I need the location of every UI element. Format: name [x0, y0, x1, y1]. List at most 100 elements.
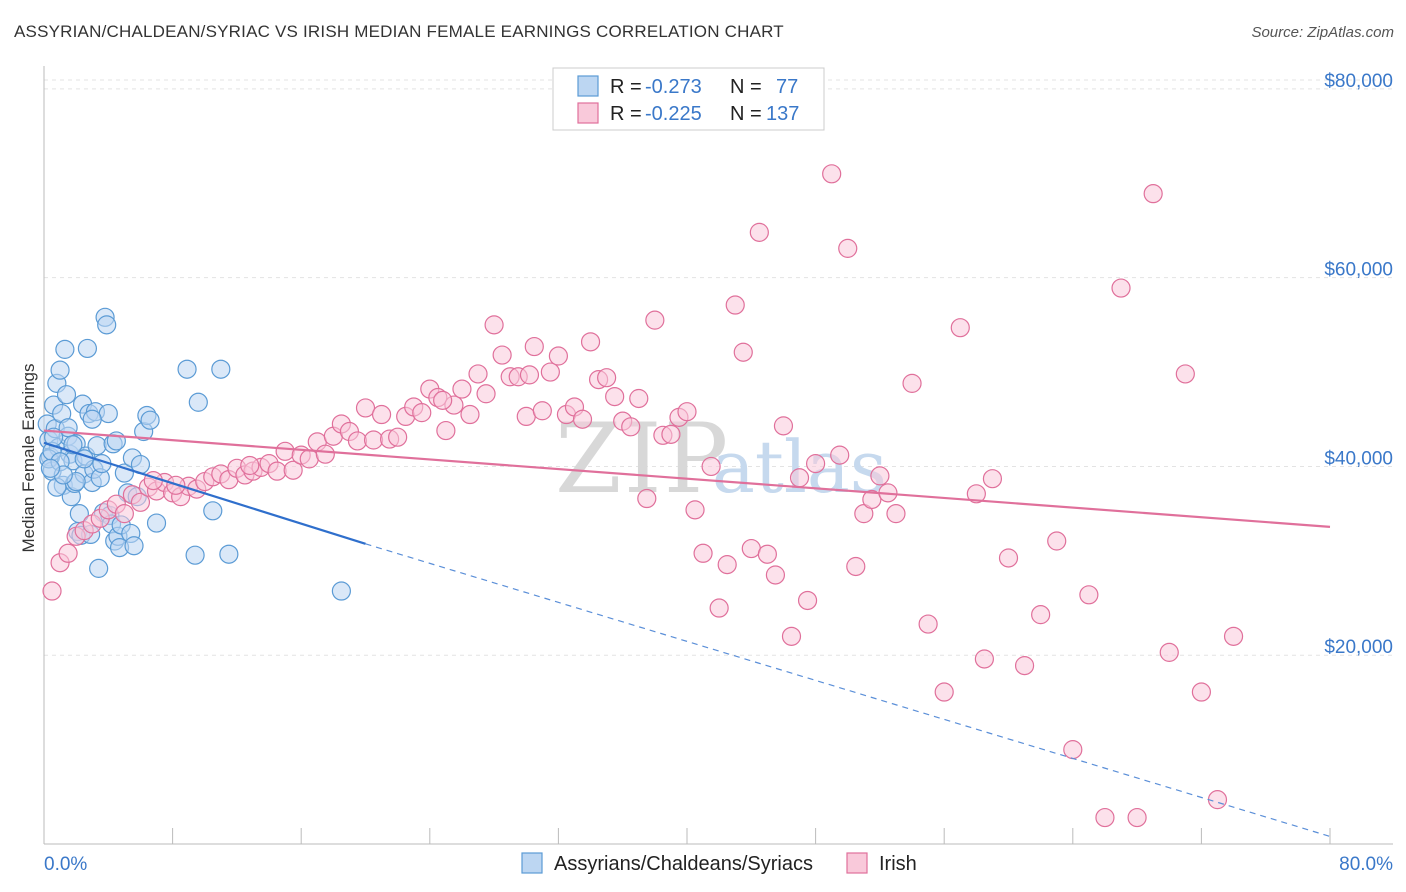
irish-point-89	[757, 544, 777, 564]
irish-point-43	[388, 427, 408, 447]
series-legend: Assyrians/Chaldeans/Syriacs Irish	[521, 852, 917, 875]
irish-point-91	[773, 416, 794, 436]
irish-point-102	[870, 466, 890, 486]
irish-point-124	[1191, 682, 1212, 702]
assyrians-point-75	[63, 435, 83, 455]
irish-point-110	[974, 649, 994, 669]
irish-point-131	[519, 365, 540, 385]
assyrians-point-76	[40, 458, 61, 478]
irish-point-115	[1047, 531, 1067, 551]
assyrians-point-25	[77, 338, 98, 359]
chart-title: ASSYRIAN/CHALDEAN/SYRIAC VS IRISH MEDIAN…	[14, 22, 784, 41]
legend-bottom-swatch-blue	[521, 852, 543, 874]
irish-point-66	[572, 409, 593, 429]
assyrians-point-59	[185, 545, 205, 565]
y-tick-label-1: $40,000	[1324, 448, 1393, 469]
assyrians-point-12	[56, 385, 77, 405]
assyrians-point-63	[219, 544, 239, 564]
stats-legend: R = -0.273 N = 77 R = -0.225 N = 137	[552, 67, 825, 131]
irish-point-40	[363, 430, 384, 450]
assyrians-point-37	[97, 315, 117, 335]
trend-line-assyrians	[43, 441, 366, 545]
irish-point-104	[886, 504, 906, 524]
irish-point-101	[862, 489, 882, 510]
legend-bottom-label-assyrians: Assyrians/Chaldeans/Syriacs	[554, 853, 813, 875]
irish-point-116	[1063, 740, 1083, 760]
irish-point-2	[58, 543, 78, 563]
legend-n-label-1: N =	[730, 76, 762, 98]
legend-n-value-2: 137	[766, 103, 799, 125]
irish-point-55	[484, 315, 504, 335]
irish-point-93	[789, 468, 810, 488]
irish-point-123	[1175, 364, 1195, 384]
assyrians-point-38	[98, 403, 118, 424]
irish-point-54	[476, 384, 496, 404]
irish-point-119	[1111, 278, 1131, 298]
irish-point-111	[982, 469, 1003, 489]
irish-point-80	[685, 500, 705, 520]
irish-point-129	[240, 455, 260, 476]
legend-n-value-1: 77	[776, 76, 798, 98]
irish-point-59	[516, 406, 536, 427]
legend-r-value-2: -0.225	[645, 103, 702, 125]
irish-point-79	[677, 402, 697, 422]
legend-bottom-swatch-pink	[846, 852, 868, 874]
assyrians-point-62	[211, 359, 231, 379]
trend-line-irish	[43, 429, 1331, 528]
irish-point-41	[371, 404, 392, 425]
assyrians-point-57	[146, 513, 167, 533]
trend-line-assyrians-extension	[365, 543, 1331, 838]
legend-r-value-1: -0.273	[645, 76, 702, 98]
assyrians-point-11	[55, 339, 75, 359]
irish-point-28	[267, 461, 287, 481]
irish-point-51	[452, 379, 472, 399]
y-tick-label-2: $60,000	[1324, 260, 1393, 281]
trend-lines	[43, 429, 1331, 838]
legend-swatch-pink	[577, 102, 599, 124]
irish-point-75	[645, 310, 665, 330]
y-axis-label: Median Female Earnings	[19, 364, 38, 553]
irish-point-86	[733, 342, 753, 362]
irish-point-122	[1159, 642, 1179, 662]
source-label: Source: ZipAtlas.com	[1251, 24, 1394, 41]
irish-point-34	[315, 444, 335, 464]
legend-r-label-2: R =	[610, 103, 642, 125]
y-tick-labels: $20,000 $40,000 $60,000 $80,000	[1324, 71, 1393, 658]
irish-point-94	[797, 590, 818, 611]
y-tick-label-0: $20,000	[1324, 637, 1393, 658]
irish-point-0	[42, 581, 62, 601]
irish-point-97	[830, 445, 850, 465]
assyrians-point-64	[331, 581, 351, 601]
irish-point-56	[492, 345, 512, 365]
irish-point-72	[621, 417, 641, 437]
irish-point-126	[1223, 626, 1244, 646]
irish-point-95	[805, 454, 826, 474]
x-tick-right: 80.0%	[1339, 854, 1393, 875]
irish-point-90	[765, 565, 786, 585]
irish-point-112	[998, 548, 1019, 568]
irish-point-88	[749, 222, 769, 242]
legend-r-label-1: R =	[610, 76, 642, 98]
irish-point-67	[580, 332, 601, 352]
irish-point-106	[918, 614, 938, 634]
irish-point-77	[661, 424, 681, 444]
irish-point-73	[629, 388, 649, 409]
watermark-atlas: atlas	[712, 425, 887, 509]
irish-point-98	[838, 238, 858, 258]
irish-point-109	[966, 484, 986, 504]
assyrians-point-8	[50, 360, 70, 380]
irish-point-125	[1207, 790, 1228, 810]
irish-point-60	[524, 336, 544, 357]
irish-point-70	[605, 386, 625, 407]
irish-point-61	[532, 401, 552, 421]
irish-point-82	[701, 456, 721, 477]
legend-n-label-2: N =	[730, 103, 762, 125]
irish-point-92	[781, 626, 802, 646]
irish-point-81	[693, 543, 713, 563]
irish-point-121	[1143, 184, 1163, 204]
irish-point-49	[436, 420, 456, 441]
irish-point-62	[540, 362, 560, 382]
irish-point-108	[950, 318, 970, 338]
y-tick-label-3: $80,000	[1324, 71, 1393, 92]
